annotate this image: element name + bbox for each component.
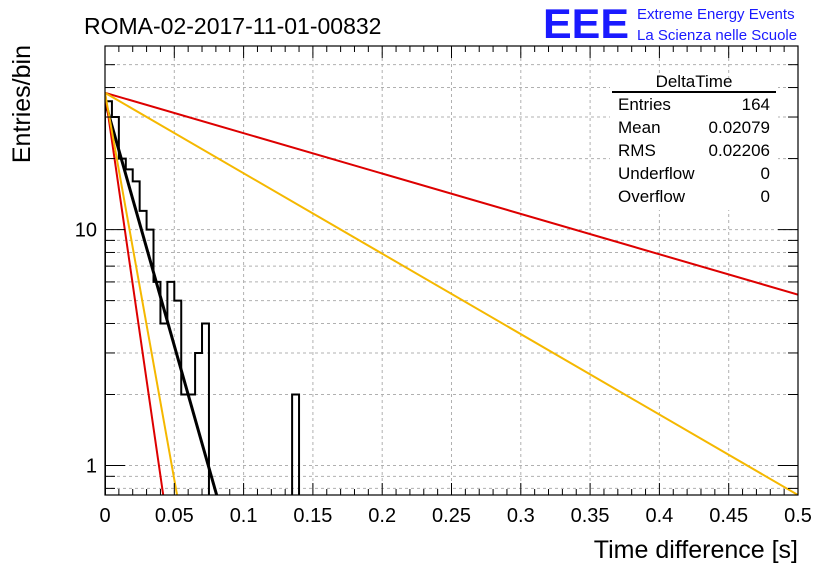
stats-value: 164 [742, 95, 770, 114]
x-axis-label: Time difference [s] [594, 536, 798, 564]
x-tick-label: 0 [99, 505, 110, 527]
orange-fit-line [105, 91, 798, 495]
x-tick-label: 0.2 [368, 505, 396, 527]
x-tick-label: 0.45 [709, 505, 748, 527]
histogram-bin [112, 117, 119, 495]
x-tick-label: 0.3 [507, 505, 535, 527]
histogram-bin [174, 301, 181, 495]
red-fit-line [105, 91, 798, 296]
orange-fit-line [105, 92, 179, 495]
stats-label: Entries [618, 95, 671, 114]
stats-value: 0 [761, 187, 770, 206]
histogram-bin [133, 181, 140, 495]
x-tick-label: 0.4 [645, 505, 673, 527]
x-tick-label: 0.1 [230, 505, 258, 527]
stats-value: 0 [761, 164, 770, 183]
eee-logo: EEE [543, 0, 629, 47]
black-fit-line [105, 100, 219, 495]
y-tick-label: 10 [75, 220, 97, 242]
stats-label: Overflow [618, 187, 686, 206]
stats-title: DeltaTime [656, 72, 733, 91]
plot-area [105, 91, 798, 495]
histogram-bin [292, 395, 299, 495]
logo-line-2: La Scienza nelle Scuole [637, 27, 797, 44]
x-tick-label: 0.35 [571, 505, 610, 527]
y-tick-label: 1 [86, 456, 97, 478]
x-tick-label: 0.05 [155, 505, 194, 527]
y-axis-label: Entries/bin [8, 45, 36, 163]
histogram-bin [181, 395, 188, 495]
run-title: ROMA-02-2017-11-01-00832 [84, 13, 381, 39]
x-tick-label: 0.15 [293, 505, 332, 527]
axes: 0 0.05 0.1 0.15 0.2 0.25 0.3 0.35 0.4 0.45 0.5 1 10 [75, 45, 812, 527]
stats-value: 0.02206 [709, 141, 770, 160]
red-fit-line [105, 92, 165, 495]
histogram-bin [105, 101, 112, 495]
x-tick-label: 0.5 [784, 505, 812, 527]
logo-line-1: Extreme Energy Events [637, 6, 795, 23]
stats-box: DeltaTime Entries 164 Mean 0.02079 RMS 0.0220… [610, 72, 778, 210]
x-tick-label: 0.25 [432, 505, 471, 527]
stats-label: Mean [618, 118, 661, 137]
stats-value: 0.02079 [709, 118, 770, 137]
stats-label: Underflow [618, 164, 695, 183]
stats-label: RMS [618, 141, 656, 160]
